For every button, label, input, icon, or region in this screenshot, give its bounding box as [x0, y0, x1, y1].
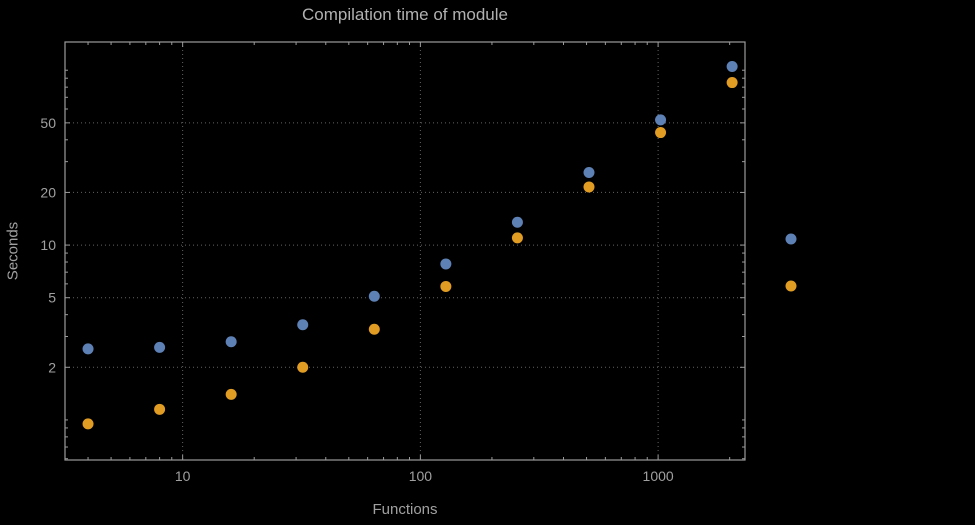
- point-orange-x64: [368, 323, 380, 335]
- point-blue-x4: [82, 343, 94, 355]
- legend-marker-orange: [785, 280, 797, 292]
- chart-title: Compilation time of module: [302, 5, 508, 24]
- legend-marker-blue: [785, 233, 797, 245]
- point-orange-x512: [583, 181, 595, 193]
- x-axis-label: Functions: [372, 501, 438, 518]
- y-tick-label-50: 50: [40, 115, 56, 131]
- y-tick-label-5: 5: [48, 290, 56, 306]
- plot-frame: [64, 41, 746, 461]
- point-blue-x256: [511, 216, 523, 228]
- point-orange-x8: [154, 403, 166, 415]
- y-tick-label-2: 2: [48, 359, 56, 375]
- point-orange-x32: [297, 361, 309, 373]
- point-blue-x8: [154, 341, 166, 353]
- x-tick-label-1000: 1000: [643, 468, 674, 484]
- point-orange-x256: [511, 232, 523, 244]
- point-orange-x1024: [655, 127, 667, 139]
- point-blue-x2048: [726, 61, 738, 73]
- point-blue-x1024: [655, 114, 667, 126]
- point-blue-x32: [297, 319, 309, 331]
- y-tick-label-10: 10: [40, 237, 56, 253]
- point-blue-x64: [368, 290, 380, 302]
- point-blue-x128: [440, 258, 452, 270]
- point-orange-x4: [82, 418, 94, 430]
- point-orange-x128: [440, 280, 452, 292]
- point-orange-x16: [225, 388, 237, 400]
- x-tick-label-100: 100: [409, 468, 433, 484]
- point-blue-x512: [583, 167, 595, 179]
- point-blue-x16: [225, 336, 237, 348]
- point-orange-x2048: [726, 77, 738, 89]
- y-tick-label-20: 20: [40, 184, 56, 200]
- x-tick-label-10: 10: [175, 468, 191, 484]
